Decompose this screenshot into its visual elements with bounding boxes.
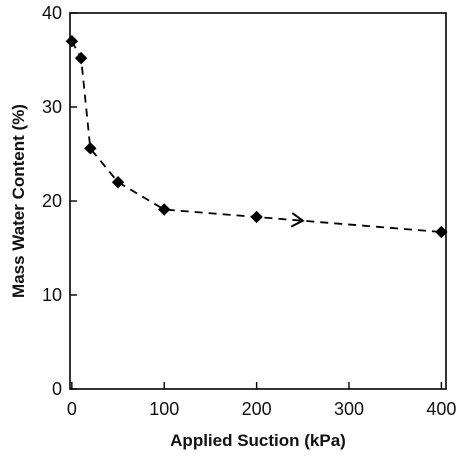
direction-arrow xyxy=(290,212,305,228)
x-tick-label: 300 xyxy=(334,399,364,419)
y-axis-label: Mass Water Content (%) xyxy=(9,104,28,298)
x-axis-ticks: 0 100 200 300 400 xyxy=(67,382,456,419)
x-tick-label: 400 xyxy=(426,399,456,419)
data-point-diamond xyxy=(158,203,171,216)
data-point-diamond xyxy=(250,210,263,224)
data-point-diamond xyxy=(435,225,448,239)
plot-frame xyxy=(69,12,447,390)
x-axis-label: Applied Suction (kPa) xyxy=(170,431,346,450)
x-tick-label: 100 xyxy=(149,399,179,419)
y-tick-label: 0 xyxy=(52,379,62,399)
y-tick-label: 30 xyxy=(42,97,62,117)
data-point-diamond xyxy=(74,51,88,65)
y-axis-ticks: 0 10 20 30 40 xyxy=(42,3,77,399)
data-point-diamond xyxy=(65,35,79,48)
y-tick-label: 20 xyxy=(42,191,62,211)
x-tick-label: 200 xyxy=(242,399,272,419)
data-point-diamond xyxy=(111,176,125,189)
series-markers xyxy=(65,35,448,239)
data-point-diamond xyxy=(84,142,97,155)
series-line xyxy=(71,40,442,233)
y-tick-label: 40 xyxy=(42,3,62,23)
y-tick-label: 10 xyxy=(42,285,62,305)
x-tick-label: 0 xyxy=(67,399,77,419)
